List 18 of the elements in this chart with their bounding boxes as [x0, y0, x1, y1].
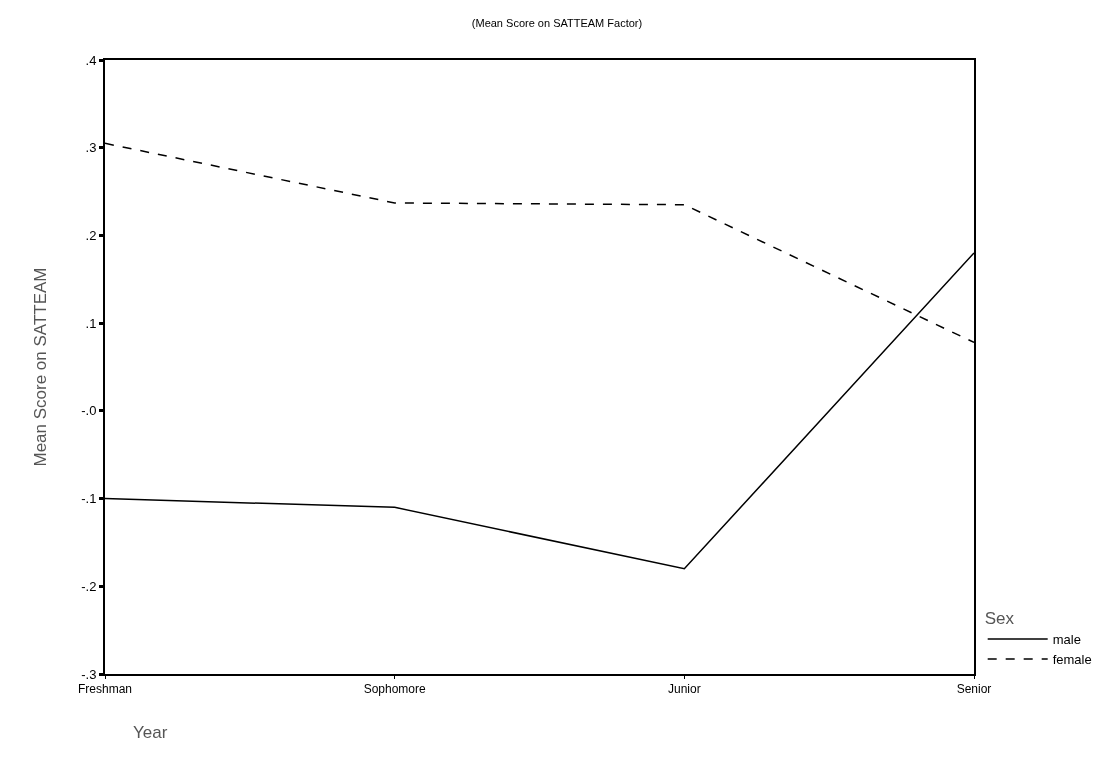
y-tick-label: .3: [85, 140, 97, 156]
x-tick-label: Freshman: [77, 682, 133, 697]
x-axis-title: Year: [133, 723, 168, 742]
y-tick-label: -.1: [81, 491, 97, 507]
legend-label: female: [1052, 652, 1092, 668]
x-tick-label: Junior: [667, 682, 701, 697]
legend-title: Sex: [984, 609, 1015, 629]
x-tick-label: Senior: [956, 682, 992, 697]
y-tick-label: -.3: [81, 666, 97, 682]
y-tick-label: .4: [85, 52, 97, 68]
chart-title: (Mean Score on SATTEAM Factor): [471, 16, 643, 29]
y-tick-label: .1: [85, 315, 97, 331]
y-axis-title: Mean Score on SATTEAM: [31, 267, 51, 467]
y-tick-label: -.0: [81, 403, 97, 419]
y-tick-label: .2: [85, 227, 97, 243]
x-tick-label: Sophomore: [363, 682, 427, 697]
y-tick-label: -.2: [81, 578, 97, 594]
legend-label: male: [1052, 632, 1081, 648]
